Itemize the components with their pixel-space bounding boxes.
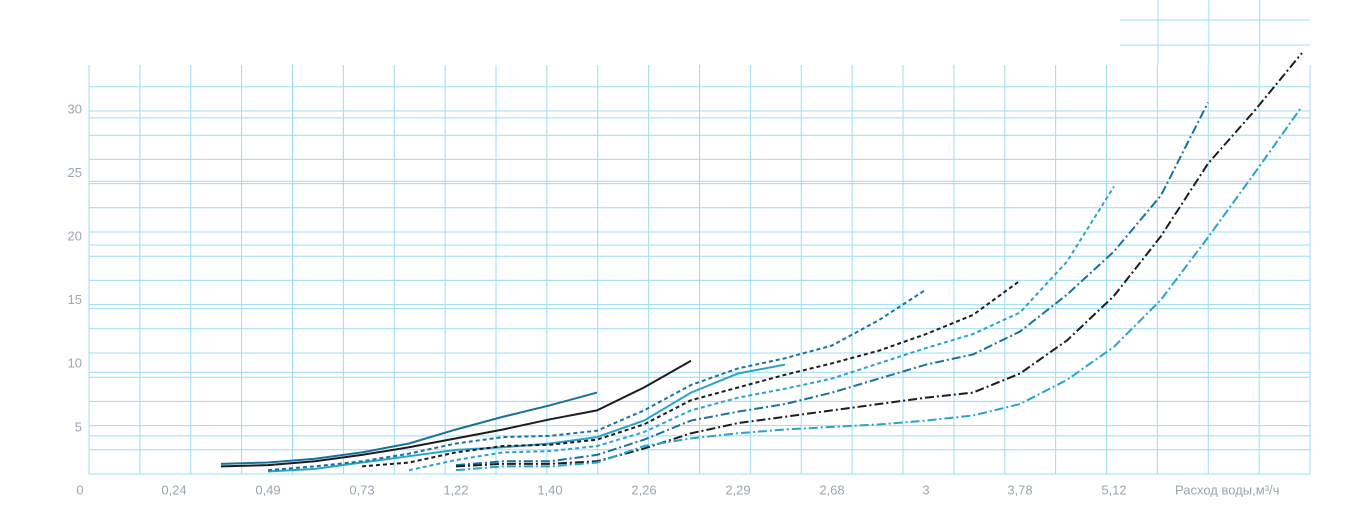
x-tick-label: 1,40 (537, 482, 562, 497)
y-tick-label: 5 (75, 419, 82, 434)
y-tick-label: 10 (68, 356, 82, 371)
x-tick-label: 5,12 (1101, 482, 1126, 497)
y-tick-label: 15 (68, 292, 82, 307)
x-tick-label: 1,22 (443, 482, 468, 497)
series-line (455, 105, 1303, 472)
x-tick-label: 0,49 (255, 482, 280, 497)
x-tick-label: 2,29 (725, 482, 750, 497)
y-tick-label: 20 (68, 228, 82, 243)
x-tick-label: 2,68 (819, 482, 844, 497)
series-line (220, 359, 692, 468)
x-tick-label: 3 (922, 482, 929, 497)
x-tick-label: 0 (76, 482, 83, 497)
series-line (361, 279, 1021, 468)
series-line (267, 363, 786, 473)
x-tick-label: 0,73 (349, 482, 374, 497)
x-axis-title: Расход воды,м³/ч (1175, 482, 1279, 497)
x-tick-label: 0,24 (161, 482, 186, 497)
x-tick-label: 3,78 (1007, 482, 1032, 497)
series-line (267, 288, 927, 472)
series-line (408, 185, 1115, 472)
y-tick-label: 30 (68, 101, 82, 116)
series-line (455, 102, 1209, 467)
series-line (220, 391, 598, 465)
series-line (455, 52, 1303, 468)
y-tick-label: 25 (68, 165, 82, 180)
x-tick-label: 2,26 (631, 482, 656, 497)
